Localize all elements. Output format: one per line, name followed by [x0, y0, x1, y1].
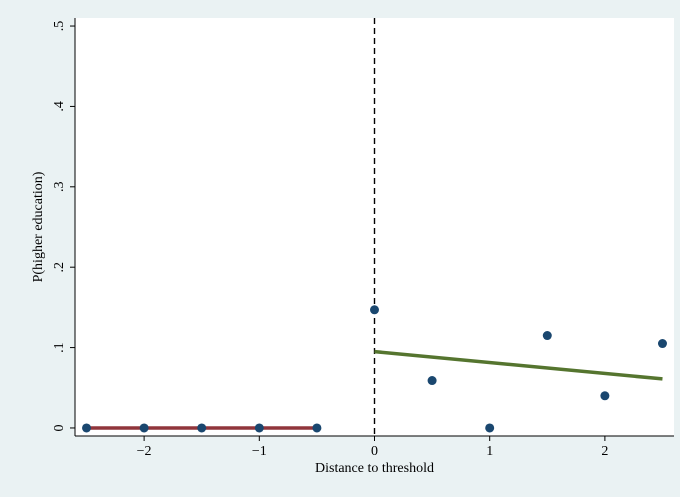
y-axis-label: P(higher education): [31, 171, 46, 282]
data-point: [600, 391, 610, 401]
data-point: [197, 423, 207, 433]
y-tick-label: .5: [52, 21, 67, 32]
y-tick-label: .4: [52, 101, 67, 112]
data-point: [485, 423, 495, 433]
y-tick-label: .1: [52, 342, 67, 353]
y-tick-label: .3: [52, 182, 67, 193]
x-tick-label: 1: [486, 444, 493, 459]
x-axis-ticks: −2 −1 0 1 2: [137, 436, 608, 459]
data-point: [370, 305, 379, 315]
data-point: [657, 339, 667, 349]
data-points: [82, 305, 667, 433]
y-tick-label: .2: [52, 262, 67, 273]
y-axis-ticks: 0 .1 .2 .3 .4 .5: [52, 21, 75, 431]
x-tick-label: 0: [371, 444, 378, 459]
data-point: [82, 423, 92, 433]
data-point: [139, 423, 149, 433]
x-tick-label: −2: [137, 444, 152, 459]
x-tick-label: 2: [601, 444, 608, 459]
data-point: [542, 331, 552, 341]
y-tick-label: 0: [52, 424, 67, 431]
data-point: [312, 423, 322, 433]
fit-line: [374, 349, 663, 381]
x-tick-label: −1: [252, 444, 267, 459]
x-axis-label: Distance to threshold: [315, 461, 434, 476]
data-point: [427, 376, 437, 386]
plot-area: [75, 18, 674, 436]
data-point: [254, 423, 264, 433]
